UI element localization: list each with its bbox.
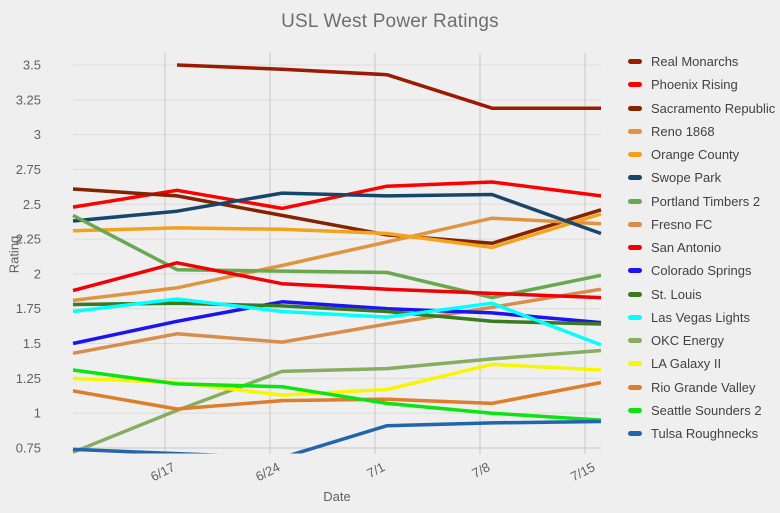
legend-label-swope-park: Swope Park	[651, 170, 722, 186]
legend-swatch-reno-1868	[628, 128, 642, 134]
legend-swatch-okc-energy	[628, 338, 642, 344]
legend-swatch-orange-county	[628, 152, 642, 158]
x-tick-label-7/15: 7/15	[568, 459, 597, 484]
legend-label-las-vegas-lights: Las Vegas Lights	[651, 309, 751, 325]
series-line-tulsa-roughnecks	[72, 419, 602, 454]
legend-item-la-galaxy-ii: LA Galaxy II	[628, 352, 780, 375]
legend-label-okc-energy: OKC Energy	[651, 333, 724, 349]
legend-item-real-monarchs: Real Monarchs	[628, 50, 780, 73]
legend: Real Monarchs Phoenix Rising Sacramento Re…	[628, 50, 780, 445]
legend-item-sacramento-republic: Sacramento Republic	[628, 97, 780, 120]
legend-swatch-sacramento-republic	[628, 105, 642, 111]
legend-label-phoenix-rising: Phoenix Rising	[651, 77, 738, 93]
legend-item-phoenix-rising: Phoenix Rising	[628, 73, 780, 96]
chart-title: USL West Power Ratings	[281, 11, 499, 32]
legend-item-rio-grande-valley: Rio Grande Valley	[628, 376, 780, 399]
legend-label-reno-1868: Reno 1868	[651, 123, 715, 139]
x-tick-label-7/8: 7/8	[469, 459, 492, 481]
legend-label-colorado-springs: Colorado Springs	[651, 263, 752, 279]
y-tick-label-3.25: 3.25	[16, 92, 41, 107]
legend-swatch-tulsa-roughnecks	[628, 431, 642, 437]
legend-item-colorado-springs: Colorado Springs	[628, 259, 780, 282]
series-line-las-vegas-lights	[72, 297, 602, 347]
legend-swatch-st-louis	[628, 291, 642, 297]
legend-swatch-rio-grande-valley	[628, 384, 642, 390]
series-line-real-monarchs	[176, 63, 601, 110]
x-tick-label-6/17: 6/17	[148, 459, 177, 484]
y-tick-label-0.75: 0.75	[16, 440, 41, 455]
series-line-fresno-fc	[72, 287, 602, 356]
series-line-swope-park	[72, 191, 602, 236]
y-tick-label-1.75: 1.75	[16, 301, 41, 316]
series-line-okc-energy	[72, 348, 602, 454]
legend-swatch-phoenix-rising	[628, 82, 642, 88]
legend-swatch-la-galaxy-ii	[628, 361, 642, 367]
y-tick-label-1: 1	[34, 406, 41, 421]
y-tick-label-2.5: 2.5	[23, 197, 41, 212]
legend-item-san-antonio: San Antonio	[628, 236, 780, 259]
legend-item-reno-1868: Reno 1868	[628, 120, 780, 143]
series-line-rio-grande-valley	[72, 380, 602, 411]
legend-item-portland-timbers-2: Portland Timbers 2	[628, 190, 780, 213]
legend-label-rio-grande-valley: Rio Grande Valley	[651, 379, 756, 395]
series-line-reno-1868	[72, 216, 602, 303]
x-axis-title: Date	[323, 489, 351, 504]
legend-label-san-antonio: San Antonio	[651, 240, 722, 256]
y-tick-label-3: 3	[34, 127, 41, 142]
legend-swatch-las-vegas-lights	[628, 314, 642, 320]
x-tick-label-7/1: 7/1	[364, 459, 387, 481]
legend-swatch-seattle-sounders-2	[628, 407, 642, 413]
legend-label-sacramento-republic: Sacramento Republic	[651, 100, 776, 116]
series-line-orange-county	[72, 212, 602, 250]
series-line-seattle-sounders-2	[72, 368, 602, 422]
legend-label-fresno-fc: Fresno FC	[651, 216, 713, 232]
series-line-sacramento-republic	[72, 187, 602, 246]
x-tick-label-6/24: 6/24	[253, 459, 282, 484]
legend-label-seattle-sounders-2: Seattle Sounders 2	[651, 402, 762, 418]
legend-label-portland-timbers-2: Portland Timbers 2	[651, 193, 761, 209]
series-line-colorado-springs	[72, 300, 602, 346]
legend-item-orange-county: Orange County	[628, 143, 780, 166]
series-line-st-louis	[72, 301, 602, 326]
legend-item-las-vegas-lights: Las Vegas Lights	[628, 306, 780, 329]
legend-item-fresno-fc: Fresno FC	[628, 213, 780, 236]
y-tick-label-1.5: 1.5	[23, 336, 41, 351]
legend-swatch-san-antonio	[628, 245, 642, 251]
y-tick-label-1.25: 1.25	[16, 371, 41, 386]
legend-item-st-louis: St. Louis	[628, 283, 780, 306]
legend-swatch-real-monarchs	[628, 59, 642, 65]
legend-item-okc-energy: OKC Energy	[628, 329, 780, 352]
legend-item-swope-park: Swope Park	[628, 166, 780, 189]
legend-item-tulsa-roughnecks: Tulsa Roughnecks	[628, 422, 780, 445]
legend-label-st-louis: St. Louis	[651, 286, 702, 302]
y-tick-label-2: 2	[34, 266, 41, 281]
legend-label-real-monarchs: Real Monarchs	[651, 54, 739, 70]
legend-label-orange-county: Orange County	[651, 147, 740, 163]
legend-swatch-swope-park	[628, 175, 642, 181]
legend-item-seattle-sounders-2: Seattle Sounders 2	[628, 399, 780, 422]
series-line-san-antonio	[72, 261, 602, 300]
legend-swatch-portland-timbers-2	[628, 198, 642, 204]
y-tick-label-3.5: 3.5	[23, 58, 41, 73]
legend-label-tulsa-roughnecks: Tulsa Roughnecks	[651, 426, 759, 442]
y-tick-label-2.25: 2.25	[16, 232, 41, 247]
y-tick-label-2.75: 2.75	[16, 162, 41, 177]
legend-swatch-fresno-fc	[628, 221, 642, 227]
legend-label-la-galaxy-ii: LA Galaxy II	[651, 356, 722, 372]
legend-swatch-colorado-springs	[628, 268, 642, 274]
